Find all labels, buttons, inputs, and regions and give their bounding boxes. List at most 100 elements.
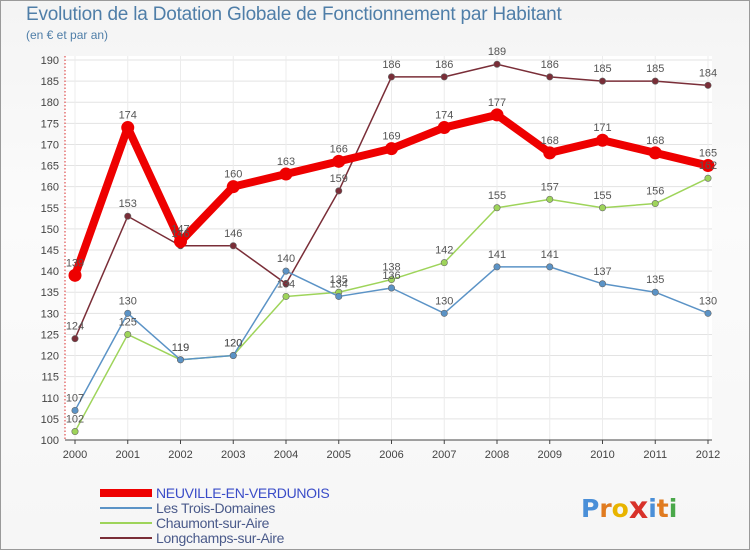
data-point <box>598 204 606 212</box>
data-label: 146 <box>171 228 189 240</box>
legend-label: Longchamps-sur-Aire <box>156 530 285 546</box>
x-tick-label: 2003 <box>221 449 245 461</box>
x-tick-label: 2002 <box>168 449 192 461</box>
data-point <box>121 121 135 135</box>
data-label: 119 <box>172 342 190 354</box>
logo-letter: t <box>656 494 669 523</box>
y-tick-label: 155 <box>41 203 59 215</box>
y-tick-label: 190 <box>41 55 59 67</box>
data-point <box>124 212 132 220</box>
data-label: 186 <box>435 59 453 71</box>
data-label: 124 <box>66 321 84 333</box>
y-tick-label: 165 <box>41 161 59 173</box>
data-label: 120 <box>224 338 242 350</box>
x-tick-label: 2010 <box>590 449 614 461</box>
data-point <box>493 263 501 271</box>
proxiti-logo: Proxiti <box>581 490 678 526</box>
data-label: 155 <box>593 190 611 202</box>
data-label: 185 <box>593 63 611 75</box>
data-label: 130 <box>119 295 137 307</box>
legend-label: NEUVILLE-EN-VERDUNOIS <box>156 485 330 501</box>
data-point <box>71 406 79 414</box>
legend-swatch <box>100 507 152 509</box>
legend-label: Les Trois-Domaines <box>156 500 276 516</box>
data-label: 135 <box>646 274 664 286</box>
data-label: 141 <box>541 249 559 261</box>
data-point <box>71 428 79 436</box>
y-tick-label: 110 <box>41 393 59 405</box>
data-point <box>596 133 609 147</box>
x-tick-label: 2004 <box>274 449 298 461</box>
data-point <box>335 187 343 195</box>
chart-subtitle: (en € et par an) <box>26 28 109 42</box>
x-tick-label: 2011 <box>643 449 667 461</box>
data-label: 140 <box>277 253 295 265</box>
data-point <box>651 288 659 296</box>
y-tick-label: 150 <box>41 224 59 236</box>
y-tick-label: 115 <box>41 372 59 384</box>
y-tick-label: 160 <box>41 182 59 194</box>
logo-letter: i <box>668 494 678 523</box>
data-point <box>440 73 448 81</box>
data-point <box>335 292 343 300</box>
data-point <box>598 77 606 85</box>
data-point <box>385 142 398 156</box>
data-point <box>704 81 712 89</box>
x-tick-label: 2006 <box>379 449 403 461</box>
data-point <box>279 167 293 181</box>
data-point <box>387 284 395 292</box>
data-point <box>704 174 712 182</box>
data-label: 134 <box>277 278 295 290</box>
data-label: 120 <box>224 338 242 350</box>
legend-item: Chaumont-sur-Aire <box>100 515 400 531</box>
data-label: 159 <box>330 173 348 185</box>
data-point <box>68 268 82 282</box>
data-label: 137 <box>593 266 611 278</box>
logo-letter: i <box>648 494 657 523</box>
plot-area <box>65 56 712 440</box>
y-tick-label: 140 <box>41 266 59 278</box>
legend-swatch <box>100 522 152 524</box>
chart-legend: NEUVILLE-EN-VERDUNOIS Les Trois-Domaines C… <box>100 485 400 546</box>
x-tick-label: 2009 <box>538 449 562 461</box>
data-point <box>226 180 240 194</box>
x-tick-label: 2012 <box>696 449 720 461</box>
data-label: 189 <box>488 46 506 58</box>
legend-label: Chaumont-sur-Aire <box>156 515 270 531</box>
x-tick-label: 2001 <box>116 449 140 461</box>
data-point <box>648 146 662 160</box>
data-label: 141 <box>488 249 506 261</box>
data-label: 139 <box>66 257 84 269</box>
data-point <box>282 280 290 288</box>
data-label: 163 <box>277 156 295 168</box>
data-label: 174 <box>435 110 453 122</box>
data-label: 162 <box>699 160 717 172</box>
x-tick-label: 2000 <box>63 449 87 461</box>
data-label: 186 <box>382 59 400 71</box>
x-tick-label: 2008 <box>485 449 509 461</box>
chart-title: Evolution de la Dotation Globale de Fonc… <box>26 4 562 25</box>
data-label: 166 <box>330 143 348 155</box>
data-label: 174 <box>119 110 137 122</box>
data-point <box>651 200 659 208</box>
data-label: 171 <box>593 122 611 134</box>
data-label: 107 <box>66 392 84 404</box>
data-point <box>229 242 237 250</box>
data-point <box>701 159 715 173</box>
data-label: 177 <box>488 97 506 109</box>
data-label: 156 <box>646 186 664 198</box>
data-label: 146 <box>224 228 242 240</box>
data-label: 102 <box>66 414 84 426</box>
data-label: 142 <box>435 245 453 257</box>
data-label: 153 <box>119 198 137 210</box>
y-tick-label: 130 <box>41 308 59 320</box>
y-tick-label: 100 <box>41 435 59 447</box>
data-point <box>490 108 504 122</box>
logo-letter: o <box>611 494 629 523</box>
data-point <box>124 309 132 317</box>
data-label: 169 <box>382 131 400 143</box>
data-label: 130 <box>699 295 717 307</box>
logo-letter: x <box>628 491 649 526</box>
data-point <box>282 292 290 300</box>
